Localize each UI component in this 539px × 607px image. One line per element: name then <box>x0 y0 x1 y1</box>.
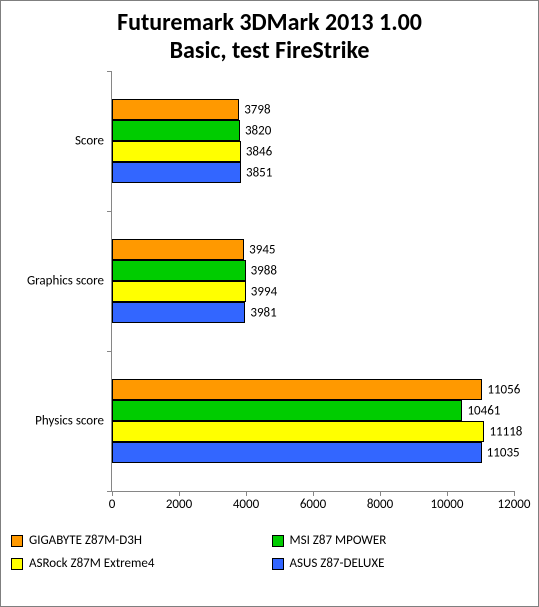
bar: 11056 <box>112 379 482 400</box>
bar: 3798 <box>112 99 239 120</box>
x-tick-label: 8000 <box>367 491 393 512</box>
bar: 11118 <box>112 421 484 442</box>
x-tick-label: 4000 <box>233 491 259 512</box>
legend-item: ASUS Z87-DELUXE <box>270 552 531 575</box>
bar: 3945 <box>112 239 244 260</box>
bar-value-label: 11035 <box>481 445 520 460</box>
category-label: Physics score <box>35 414 112 429</box>
legend-label: ASUS Z87-DELUXE <box>290 556 385 571</box>
category-label: Graphics score <box>27 274 112 289</box>
bar-value-label: 11118 <box>483 424 522 439</box>
x-tick-label: 10000 <box>431 491 464 512</box>
chart-title-line1: Futuremark 3DMark 2013 1.00 <box>1 9 538 37</box>
x-tick-label: 0 <box>109 491 116 512</box>
bar-value-label: 3851 <box>240 165 272 180</box>
chart-title-line2: Basic, test FireStrike <box>1 37 538 65</box>
legend-swatch <box>272 535 284 547</box>
bar-value-label: 3820 <box>239 123 271 138</box>
x-tick-label: 12000 <box>498 491 531 512</box>
y-tick <box>107 491 112 492</box>
bar-value-label: 3798 <box>238 102 270 117</box>
legend-label: ASRock Z87M Extreme4 <box>29 556 154 571</box>
x-tick-label: 6000 <box>300 491 326 512</box>
chart-title: Futuremark 3DMark 2013 1.00 Basic, test … <box>1 1 538 64</box>
legend-item: GIGABYTE Z87M-D3H <box>9 529 270 552</box>
legend-swatch <box>11 535 23 547</box>
legend-swatch <box>11 558 23 570</box>
bar: 3846 <box>112 141 241 162</box>
bar-value-label: 11056 <box>481 382 520 397</box>
bar: 3988 <box>112 260 246 281</box>
chart-container: Futuremark 3DMark 2013 1.00 Basic, test … <box>0 0 539 607</box>
bar-value-label: 3945 <box>243 242 275 257</box>
bar: 10461 <box>112 400 462 421</box>
bar: 3851 <box>112 162 241 183</box>
bar: 3820 <box>112 120 240 141</box>
bar-value-label: 3846 <box>240 144 272 159</box>
bar-value-label: 3988 <box>245 263 277 278</box>
x-tick-label: 2000 <box>166 491 192 512</box>
category-label: Score <box>75 134 112 149</box>
bar: 3981 <box>112 302 245 323</box>
legend-item: ASRock Z87M Extreme4 <box>9 552 270 575</box>
legend-label: MSI Z87 MPOWER <box>290 533 387 548</box>
y-tick <box>107 211 112 212</box>
bar-value-label: 3994 <box>245 284 277 299</box>
bar-value-label: 3981 <box>244 305 276 320</box>
legend-swatch <box>272 558 284 570</box>
y-tick <box>107 71 112 72</box>
bar-value-label: 10461 <box>461 403 500 418</box>
legend-label: GIGABYTE Z87M-D3H <box>29 533 142 548</box>
bar: 3994 <box>112 281 246 302</box>
bar: 11035 <box>112 442 482 463</box>
legend-item: MSI Z87 MPOWER <box>270 529 531 552</box>
legend: GIGABYTE Z87M-D3H MSI Z87 MPOWER ASRock Z8… <box>1 523 538 581</box>
y-tick <box>107 351 112 352</box>
plot-area: 020004000600080001000012000Score37983820… <box>111 71 514 492</box>
